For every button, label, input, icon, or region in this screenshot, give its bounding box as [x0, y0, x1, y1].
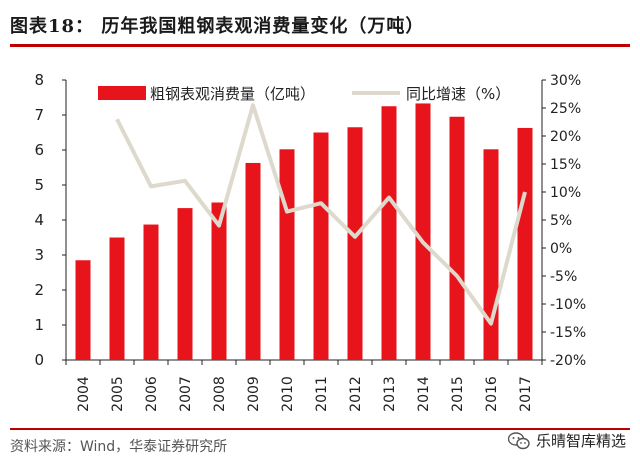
x-tick-label: 2007: [178, 376, 194, 412]
y-right-tick-label: 30%: [550, 73, 581, 89]
bar: [313, 132, 329, 360]
x-tick-label: 2008: [212, 376, 228, 412]
bar: [177, 208, 193, 360]
x-tick-label: 2017: [518, 376, 534, 412]
y-left-tick-label: 3: [34, 246, 44, 264]
y-right-tick-label: -15%: [550, 325, 586, 341]
bar: [449, 116, 465, 360]
y-right-tick-label: -10%: [550, 297, 586, 313]
y-right-tick-label: 20%: [550, 129, 581, 145]
y-left-tick-label: 6: [34, 141, 44, 159]
bar: [483, 149, 499, 360]
chart-title: 图表18： 历年我国粗钢表观消费量变化（万吨）: [10, 16, 425, 37]
x-tick-label: 2011: [314, 376, 330, 412]
y-right-tick-label: 0%: [550, 241, 572, 257]
x-tick-label: 2010: [280, 376, 296, 412]
y-right-tick-label: -20%: [550, 353, 586, 369]
x-tick-label: 2004: [76, 376, 92, 412]
bar: [143, 224, 159, 360]
y-right-tick-label: 10%: [550, 185, 581, 201]
watermark-label: 乐晴智库精选: [535, 432, 626, 450]
bar: [347, 127, 363, 360]
chart-svg: 0 1 2 3 4 5 6 7 8 -20% -15% -10% -5% 0% 5% 10% 15% 20% 25%…: [34, 71, 586, 412]
y-right-tick-label: 5%: [550, 213, 572, 229]
legend-line-label: 同比增速（%）: [406, 85, 510, 103]
x-tick-label: 2015: [450, 376, 466, 412]
bar: [415, 103, 431, 360]
bar: [381, 106, 397, 360]
y-right-tick-label: 15%: [550, 157, 581, 173]
y-left-tick-label: 5: [34, 176, 44, 194]
bar: [279, 149, 295, 360]
x-tick-label: 2014: [416, 376, 432, 412]
y-right-tick-label: 25%: [550, 101, 581, 117]
title-row: 图表18： 历年我国粗钢表观消费量变化（万吨）: [10, 6, 630, 47]
source-note: 资料来源：Wind，华泰证券研究所: [10, 439, 228, 455]
bar: [211, 202, 227, 360]
x-tick-label: 2013: [382, 376, 398, 412]
bar: [109, 237, 125, 360]
x-tick-label: 2012: [348, 376, 364, 412]
bar: [517, 127, 533, 360]
y-right-tick-label: -5%: [550, 269, 577, 285]
x-tick-label: 2016: [484, 376, 500, 412]
wechat-icon: [507, 431, 530, 450]
source-rule: [10, 428, 630, 430]
y-left-tick-label: 1: [34, 316, 44, 334]
y-left-tick-label: 7: [34, 106, 44, 124]
y-left-tick-label: 2: [34, 281, 44, 299]
x-tick-label: 2005: [110, 376, 126, 412]
y-left-tick-label: 4: [34, 211, 44, 229]
bar: [75, 260, 91, 360]
watermark: 乐晴智库精选: [507, 430, 626, 451]
y-left-tick-label: 8: [34, 71, 44, 89]
y-left-tick-label: 0: [34, 351, 44, 369]
x-tick-label: 2009: [246, 376, 262, 412]
x-tick-label: 2006: [144, 376, 160, 412]
legend-bar-label: 粗钢表观消费量（亿吨）: [150, 85, 315, 103]
title-rule: [10, 44, 630, 47]
legend-bar-swatch: [98, 86, 146, 100]
bar: [245, 162, 261, 360]
